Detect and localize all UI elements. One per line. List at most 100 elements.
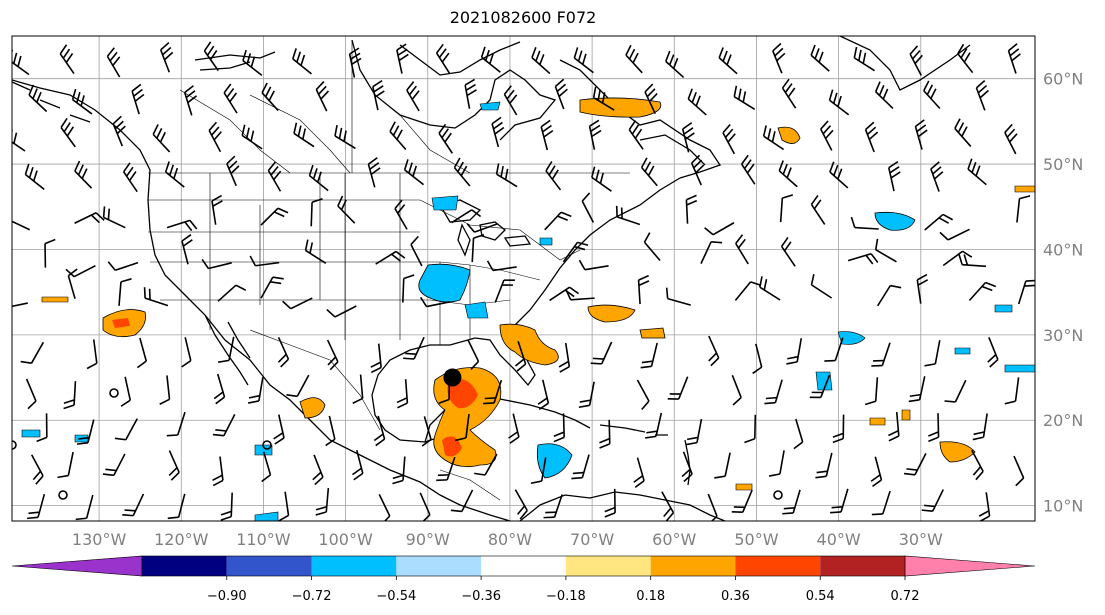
wind-barb: [183, 85, 198, 116]
wind-barb: [828, 89, 850, 116]
wind-barb: [57, 451, 74, 479]
colorbar-tick-label: −0.90: [207, 589, 247, 604]
wind-barb: [967, 158, 987, 186]
wind-barb: [372, 80, 385, 111]
wind-barb: [212, 413, 236, 437]
wind-barb: [1004, 123, 1018, 155]
wind-barb: [686, 418, 703, 446]
wind-barb: [402, 274, 415, 303]
wind-barb: [578, 381, 595, 409]
wind-barb: [820, 120, 834, 151]
wind-barb: [403, 159, 425, 186]
wind-barb: [438, 123, 453, 154]
wind-barb: [581, 192, 595, 223]
wind-barb: [722, 123, 736, 155]
wind-barb: [370, 343, 382, 374]
wind-barb: [847, 252, 879, 265]
wind-barb: [779, 194, 794, 223]
wind-barb: [118, 278, 132, 306]
colorbar-segment: [481, 556, 566, 576]
wind-barb: [453, 157, 471, 187]
wind-barb: [718, 47, 738, 75]
wind-barb: [744, 414, 757, 444]
wind-barb: [545, 161, 562, 191]
latitude-label: 50°N: [1043, 155, 1083, 174]
wind-barb: [436, 456, 456, 482]
longitude-label: 120°W: [154, 530, 209, 549]
wind-barb: [633, 457, 645, 488]
wind-barb: [76, 419, 95, 445]
colorbar-tick-label: 0.72: [891, 589, 920, 604]
longitude-label: 110°W: [236, 530, 291, 549]
wind-barb: [687, 88, 707, 116]
colorbar-tick-label: 0.36: [721, 589, 750, 604]
colorbar-segment: [311, 556, 397, 576]
wind-barb: [752, 343, 763, 375]
wind-barb: [24, 163, 45, 191]
wind-barb: [114, 418, 138, 441]
negative-anomaly-regions: [21, 101, 1035, 521]
colorbar-segment: [142, 556, 227, 576]
wind-barb: [553, 413, 565, 443]
wind-barb: [403, 336, 425, 360]
wind-barb: [241, 124, 263, 150]
colorbar-segment: [226, 556, 312, 576]
positive-anomaly-regions: [41, 97, 1035, 491]
wind-barb: [392, 456, 406, 485]
wind-barb: [876, 284, 902, 307]
colorbar-segment: [565, 556, 651, 576]
wind-barb: [864, 121, 879, 153]
wind-barb: [930, 161, 944, 192]
wind-barb: [122, 162, 138, 193]
wind-barb: [107, 261, 139, 272]
colorbar-tick-label: 0.54: [806, 589, 835, 604]
wind-barb: [44, 238, 56, 268]
wind-barb: [503, 85, 518, 116]
wind-barb: [310, 197, 323, 227]
colorbar-segment: [396, 556, 482, 576]
wind-barb: [28, 84, 48, 113]
wind-barb: [211, 194, 223, 225]
wind-barb: [326, 305, 357, 318]
wind-barb: [315, 80, 330, 112]
wind-barb: [810, 195, 826, 225]
colorbar-tick-label: −0.72: [292, 589, 332, 604]
wind-barb: [396, 43, 409, 74]
wind-barb: [136, 337, 148, 369]
wind-barb: [558, 342, 571, 373]
colorbar-over-triangle: [904, 555, 1036, 577]
wind-barb: [213, 373, 226, 405]
wind-barb: [75, 494, 94, 521]
wind-barb: [159, 375, 171, 405]
wind-barb: [1016, 195, 1031, 223]
wind-barb: [530, 457, 547, 485]
longitude-label: 30°W: [899, 530, 943, 549]
colorbar-tick-label: 0.18: [636, 589, 665, 604]
wind-barb: [278, 491, 290, 521]
wind-barb: [781, 78, 797, 109]
wind-barb: [1004, 377, 1020, 405]
wind-barb: [208, 121, 222, 153]
wind-barb: [544, 211, 572, 231]
colorbar-tick-label: −0.18: [546, 589, 586, 604]
wind-barb: [637, 274, 650, 305]
wind-barb: [267, 161, 282, 192]
wind-barb: [514, 489, 528, 520]
wind-barb: [975, 80, 989, 111]
wind-barb: [665, 287, 691, 306]
wind-barb: [850, 216, 879, 230]
wind-barb: [20, 341, 45, 364]
wind-barb: [661, 491, 675, 521]
wind-barb: [419, 296, 451, 308]
wind-barb: [667, 376, 689, 400]
wind-barbs: [12, 41, 1035, 521]
wind-barb: [122, 493, 145, 517]
wind-barb: [1007, 43, 1021, 74]
wind-barb: [714, 452, 731, 479]
wind-barb: [406, 81, 420, 112]
wind-barb: [143, 287, 169, 307]
colorbar-tick-label: −0.36: [461, 589, 501, 604]
wind-barb: [914, 119, 928, 150]
latitude-label: 10°N: [1043, 497, 1083, 516]
storm-center-marker: [443, 368, 462, 387]
